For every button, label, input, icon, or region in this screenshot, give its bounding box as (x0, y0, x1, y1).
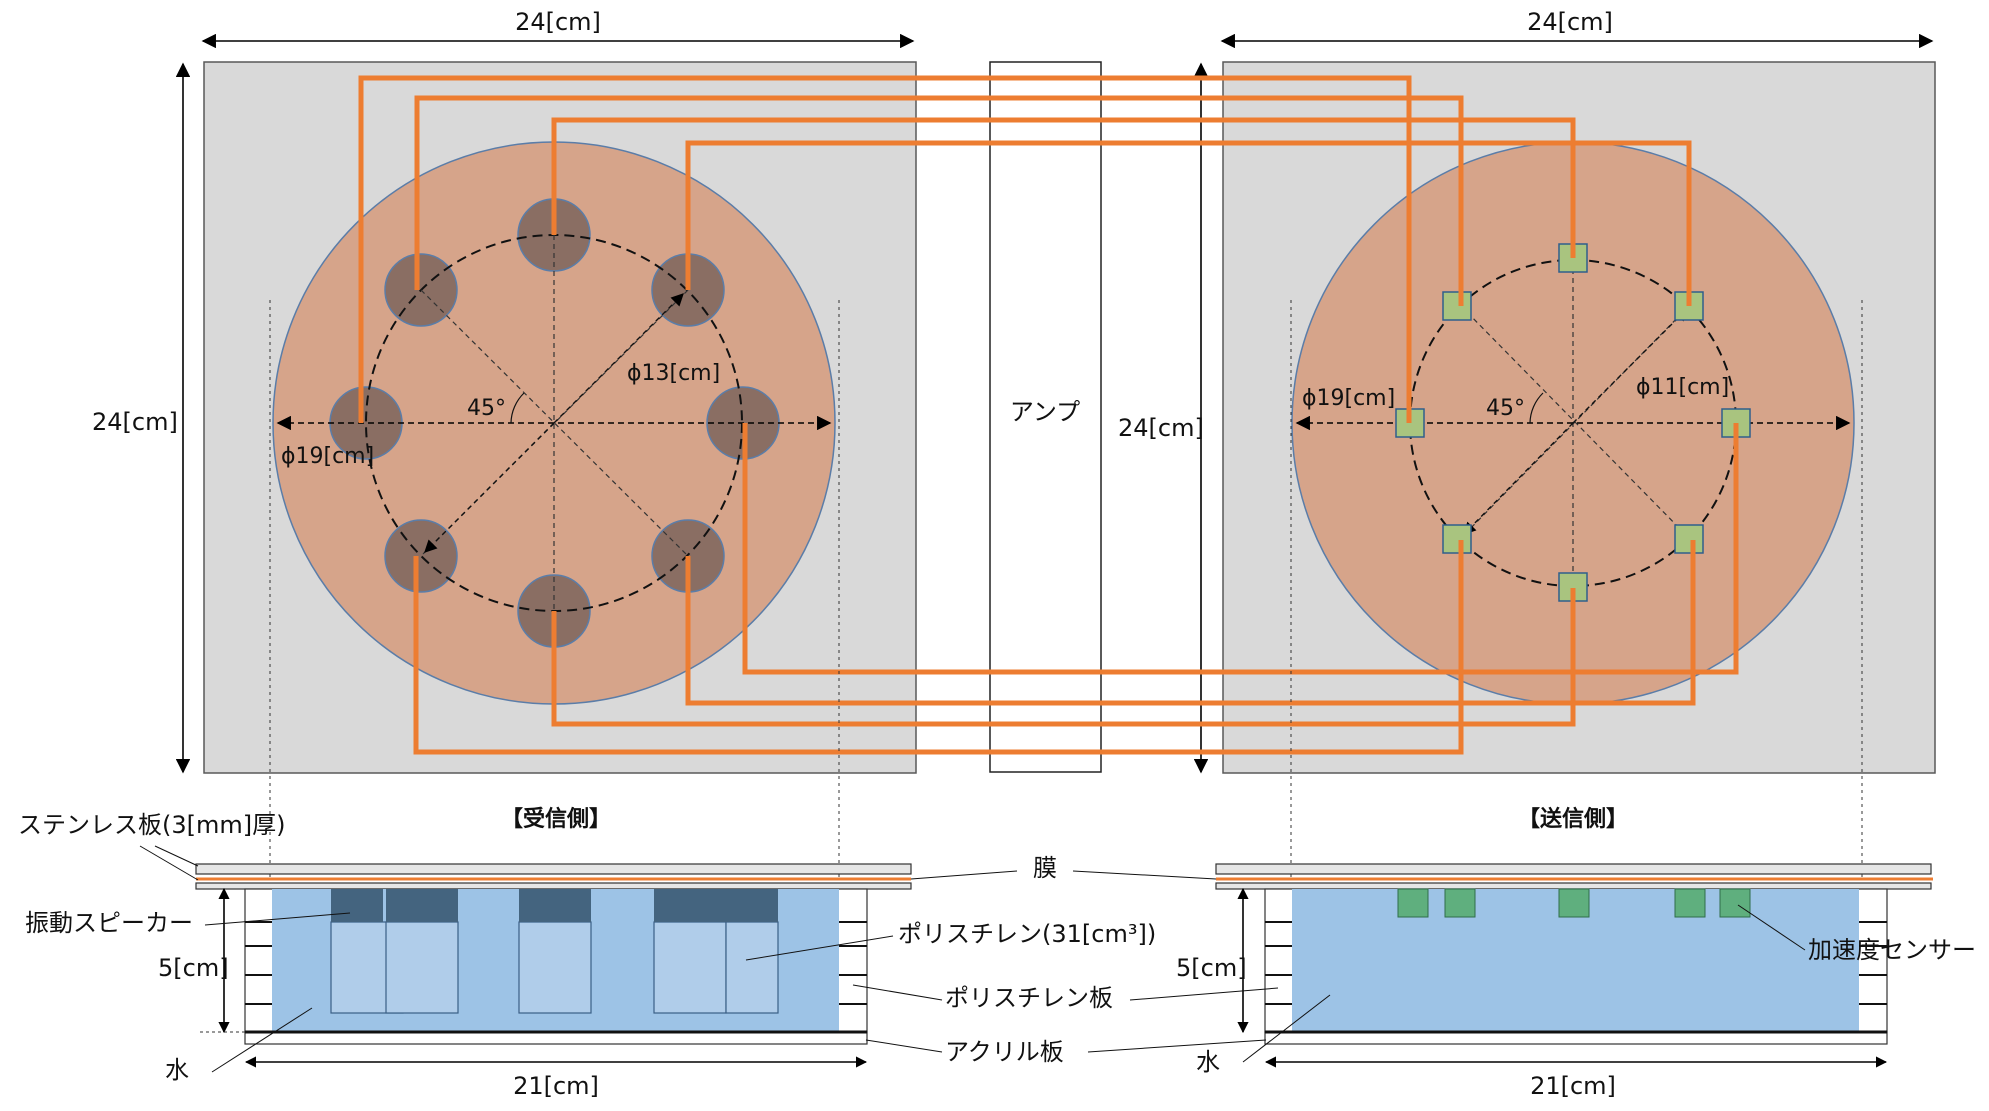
accelerometer-label: 加速度センサー (1808, 936, 1976, 964)
receive-stainless-section (195, 863, 912, 875)
receive-inner-radius-arrow-2 (424, 422, 555, 553)
receive-base-label: 21[cm] (513, 1072, 599, 1100)
send-angle-arc (1529, 392, 1544, 424)
water-left-label: 水 (165, 1056, 189, 1084)
wire-4 (685, 140, 1692, 306)
wiring (358, 75, 1739, 755)
receive-cross-section (195, 863, 912, 1068)
send-sensor-group (1395, 243, 1751, 602)
amplifier-box (989, 61, 1102, 773)
polystyrene-volume-label: ポリスチレン(31[cm³]) (898, 920, 1156, 948)
send-base-label: 21[cm] (1530, 1072, 1616, 1100)
water-right-leader (1242, 994, 1331, 1063)
sensor-top-left (1442, 291, 1472, 321)
send-side-label: 【送信側】 (1518, 806, 1628, 832)
membrane-label: 膜 (1033, 854, 1057, 882)
wire-3 (551, 117, 1576, 258)
wire-1 (358, 75, 1412, 423)
send-angle-label: 45° (1486, 396, 1525, 421)
stainless-plate-label: ステンレス板(3[mm]厚) (18, 811, 285, 839)
acrylic-plate-label: アクリル板 (945, 1038, 1064, 1066)
send-height-label: 24[cm] (1118, 414, 1204, 442)
send-depth-label: 5[cm] (1176, 954, 1247, 982)
wire-7 (551, 588, 1576, 727)
receive-outer-diameter-label: ϕ19[cm] (281, 444, 374, 469)
receive-angle-label: 45° (467, 396, 506, 421)
receive-height-label: 24[cm] (92, 408, 178, 436)
wire-5 (742, 423, 1739, 675)
send-wall-marks (1265, 921, 1887, 1005)
receive-inner-radius-arrow-1 (553, 293, 684, 424)
receive-side-label: 【受信側】 (501, 806, 611, 832)
send-stainless-section (1215, 863, 1932, 875)
water-right-label: 水 (1196, 1048, 1220, 1076)
receive-width-label: 24[cm] (515, 8, 601, 36)
send-outer-diameter-label: ϕ19[cm] (1302, 386, 1395, 411)
water-left-leader (211, 1007, 313, 1073)
receive-angle-arc (510, 392, 525, 424)
vibration-speaker-label: 振動スピーカー (25, 909, 193, 937)
wire-6 (685, 540, 1696, 706)
send-width-label: 24[cm] (1527, 8, 1613, 36)
polystyrene-plate-label: ポリスチレン板 (945, 984, 1113, 1012)
wire-2 (414, 95, 1464, 306)
sensor-bottom-right (1674, 524, 1704, 554)
sensor-bottom-left (1442, 524, 1472, 554)
send-inner-radius-arrow-2 (1463, 422, 1574, 535)
receive-speaker-blocks (330, 889, 779, 1014)
receive-inner-diameter-label: ϕ13[cm] (627, 361, 720, 386)
send-cross-section (1215, 863, 1933, 1068)
receive-acrylic-section (244, 1031, 868, 1045)
receive-depth-label: 5[cm] (158, 954, 229, 982)
send-acrylic-section (1264, 1031, 1888, 1045)
receive-wall-marks (245, 921, 867, 1005)
send-stainless-lower (1215, 882, 1932, 890)
amplifier-label: アンプ (1010, 398, 1080, 426)
wire-8 (413, 540, 1464, 755)
receive-stainless-lower (195, 882, 912, 890)
send-sensor-blocks (1397, 888, 1751, 918)
send-inner-diameter-label: ϕ11[cm] (1636, 375, 1729, 400)
